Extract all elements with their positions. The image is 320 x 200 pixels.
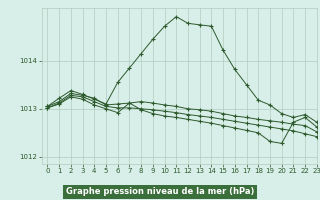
Text: Graphe pression niveau de la mer (hPa): Graphe pression niveau de la mer (hPa)	[66, 187, 254, 196]
